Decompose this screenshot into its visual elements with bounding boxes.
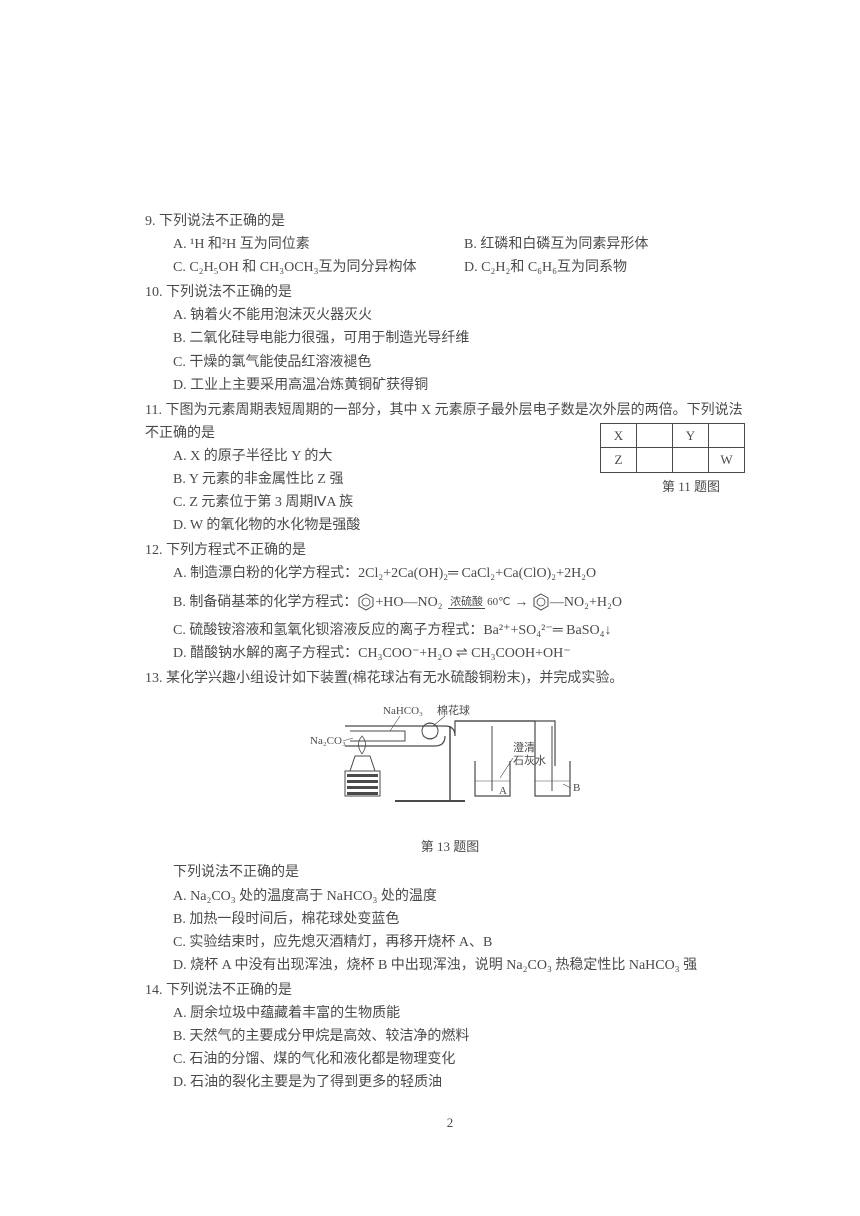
q11-opt-b: B. Y 元素的非金属性比 Z 强	[173, 468, 533, 491]
q10-stem: 10. 下列说法不正确的是	[145, 281, 755, 304]
q10-c-text: 干燥的氯气能使品红溶液褪色	[189, 355, 371, 370]
q11-periodic-table: X Y Z W	[600, 423, 745, 473]
q10-d-text: 工业上主要采用高温冶炼黄铜矿获得铜	[190, 378, 428, 393]
q11-b-text: Y 元素的非金属性比 Z 强	[189, 472, 344, 487]
q11-c-text: Z 元素位于第 3 周期ⅣA 族	[189, 495, 353, 510]
q14-stem: 14. 下列说法不正确的是	[145, 979, 755, 1002]
q13-stem: 13. 某化学兴趣小组设计如下装置(棉花球沾有无水硫酸铜粉末)，并完成实验。	[145, 667, 755, 690]
q12-opt-a: A. 制造漂白粉的化学方程式：2Cl₂+2Ca(OH)₂═ CaCl₂+Ca(C…	[173, 562, 755, 585]
label-nahco3: NaHCO₃	[383, 705, 423, 717]
q12-opt-d: D. 醋酸钠水解的离子方程式：CH₃COO⁻+H₂O ⇌ CH₃COOH+OH⁻	[173, 642, 755, 665]
q12-b-prefix: 制备硝基苯的化学方程式：	[189, 595, 357, 610]
q12-d-text: 醋酸钠水解的离子方程式：CH₃COO⁻+H₂O ⇌ CH₃COOH+OH⁻	[190, 646, 571, 661]
q10-opt-a: A. 钠着火不能用泡沫灭火器灭火	[173, 304, 755, 327]
q10-a-text: 钠着火不能用泡沫灭火器灭火	[190, 308, 372, 323]
pt-cell-01	[637, 424, 673, 448]
q11-d-text: W 的氧化物的水化物是强酸	[190, 518, 360, 533]
q10-opt-b: B. 二氧化硅导电能力很强，可用于制造光导纤维	[173, 327, 755, 350]
q12-c-text: 硫酸铵溶液和氢氧化钡溶液反应的离子方程式：Ba²⁺+SO₄²⁻═ BaSO₄↓	[189, 623, 611, 638]
q9-opt-a: A. ¹H 和²H 互为同位素	[173, 233, 464, 256]
q13-opt-b: B. 加热一段时间后，棉花球处变蓝色	[173, 908, 755, 931]
pt-cell-x: X	[601, 424, 637, 448]
q13-opt-a: A. Na₂CO₃ 处的温度高于 NaHCO₃ 处的温度	[173, 885, 755, 908]
q13-a-text: Na₂CO₃ 处的温度高于 NaHCO₃ 处的温度	[190, 889, 437, 904]
q14-opt-b: B. 天然气的主要成分甲烷是高效、较洁净的燃料	[173, 1025, 755, 1048]
q10-opt-d: D. 工业上主要采用高温冶炼黄铜矿获得铜	[173, 374, 755, 397]
q9-b-text: 红磷和白磷互为同素异形体	[480, 237, 648, 252]
q14-a-text: 厨余垃圾中蕴藏着丰富的生物质能	[190, 1006, 400, 1021]
q10-opt-c: C. 干燥的氯气能使品红溶液褪色	[173, 351, 755, 374]
pt-cell-12	[673, 448, 709, 472]
q12-b-cond-bot: 60℃	[485, 596, 512, 608]
q11-caption: 第 11 题图	[662, 476, 720, 497]
q11-opt-d: D. W 的氧化物的水化物是强酸	[173, 514, 533, 537]
q9-d-text: C₂H₂和 C₆H₆互为同系物	[481, 260, 627, 275]
pt-cell-03	[709, 424, 745, 448]
q9-opt-b: B. 红磷和白磷互为同素异形体	[464, 233, 755, 256]
q14-stem-text: 下列说法不正确的是	[166, 983, 292, 998]
label-na2co3: Na₂CO₃	[310, 735, 346, 747]
q12-b-cond-top: 浓硫酸	[448, 596, 485, 609]
q13-c-text: 实验结束时，应先熄灭酒精灯，再移开烧杯 A、B	[189, 935, 492, 950]
q11-opt-c: C. Z 元素位于第 3 周期ⅣA 族	[173, 491, 533, 514]
pt-cell-y: Y	[673, 424, 709, 448]
q11-a-text: X 的原子半径比 Y 的大	[190, 449, 332, 464]
q9-stem: 9. 下列说法不正确的是	[145, 210, 755, 233]
q13-opt-d: D. 烧杯 A 中没有出现浑浊，烧杯 B 中出现浑浊，说明 Na₂CO₃ 热稳定…	[173, 954, 755, 977]
q13-stem-text: 某化学兴趣小组设计如下装置(棉花球沾有无水硫酸铜粉末)，并完成实验。	[166, 671, 623, 686]
q10-stem-text: 下列说法不正确的是	[166, 285, 292, 300]
q12-b-mid2: —NO₂+H₂O	[550, 595, 622, 610]
q14-opt-d: D. 石油的裂化主要是为了得到更多的轻质油	[173, 1071, 755, 1094]
q9-c-text: C₂H₅OH 和 CH₃OCH₃互为同分异构体	[189, 260, 416, 275]
q9-a-text: ¹H 和²H 互为同位素	[190, 237, 310, 252]
q13-caption: 第 13 题图	[145, 836, 755, 857]
label-a: A	[499, 785, 507, 797]
q10-num: 10	[145, 285, 159, 300]
pt-cell-11	[637, 448, 673, 472]
pt-cell-z: Z	[601, 448, 637, 472]
q14-num: 14	[145, 983, 159, 998]
q12-a-text: 制造漂白粉的化学方程式：2Cl₂+2Ca(OH)₂═ CaCl₂+Ca(ClO)…	[190, 566, 596, 581]
q12-stem: 12. 下列方程式不正确的是	[145, 539, 755, 562]
q14-opt-a: A. 厨余垃圾中蕴藏着丰富的生物质能	[173, 1002, 755, 1025]
q12-opt-c: C. 硫酸铵溶液和氢氧化钡溶液反应的离子方程式：Ba²⁺+SO₄²⁻═ BaSO…	[173, 619, 755, 642]
label-cotton: 棉花球	[437, 703, 470, 717]
reaction-arrow: 浓硫酸60℃	[448, 593, 512, 611]
apparatus-diagram: NaHCO₃ 棉花球 Na₂CO₃ 澄清 石灰水 A B	[145, 696, 755, 834]
q12-stem-text: 下列方程式不正确的是	[166, 543, 306, 558]
label-lime-1: 澄清	[513, 740, 535, 754]
q11-opt-a: A. X 的原子半径比 Y 的大	[173, 445, 533, 468]
q9-stem-text: 下列说法不正确的是	[159, 214, 285, 229]
q13-b-text: 加热一段时间后，棉花球处变蓝色	[189, 912, 399, 927]
pt-cell-w: W	[709, 448, 745, 472]
benzene-icon	[357, 593, 375, 611]
q9-opt-d: D. C₂H₂和 C₆H₆互为同系物	[464, 256, 755, 279]
q13-post: 下列说法不正确的是	[173, 861, 755, 884]
q14-c-text: 石油的分馏、煤的气化和液化都是物理变化	[189, 1052, 455, 1067]
benzene-icon-2	[532, 593, 550, 611]
label-b: B	[573, 782, 580, 794]
q14-b-text: 天然气的主要成分甲烷是高效、较洁净的燃料	[189, 1029, 469, 1044]
q12-num: 12	[145, 543, 159, 558]
q13-opt-c: C. 实验结束时，应先熄灭酒精灯，再移开烧杯 A、B	[173, 931, 755, 954]
q9-opt-c: C. C₂H₅OH 和 CH₃OCH₃互为同分异构体	[173, 256, 464, 279]
q12-b-mid1: +HO—NO₂	[375, 595, 442, 610]
q11-num: 11	[145, 403, 158, 418]
label-lime-2: 石灰水	[513, 753, 546, 767]
q14-opt-c: C. 石油的分馏、煤的气化和液化都是物理变化	[173, 1048, 755, 1071]
page-number: 2	[145, 1112, 755, 1133]
q9-num: 9	[145, 214, 152, 229]
q10-b-text: 二氧化硅导电能力很强，可用于制造光导纤维	[189, 331, 469, 346]
q14-d-text: 石油的裂化主要是为了得到更多的轻质油	[190, 1075, 442, 1090]
q13-num: 13	[145, 671, 159, 686]
q13-d-text: 烧杯 A 中没有出现浑浊，烧杯 B 中出现浑浊，说明 Na₂CO₃ 热稳定性比 …	[190, 958, 697, 973]
q12-opt-b: B. 制备硝基苯的化学方程式：+HO—NO₂ 浓硫酸60℃→ —NO₂+H₂O	[173, 591, 755, 614]
